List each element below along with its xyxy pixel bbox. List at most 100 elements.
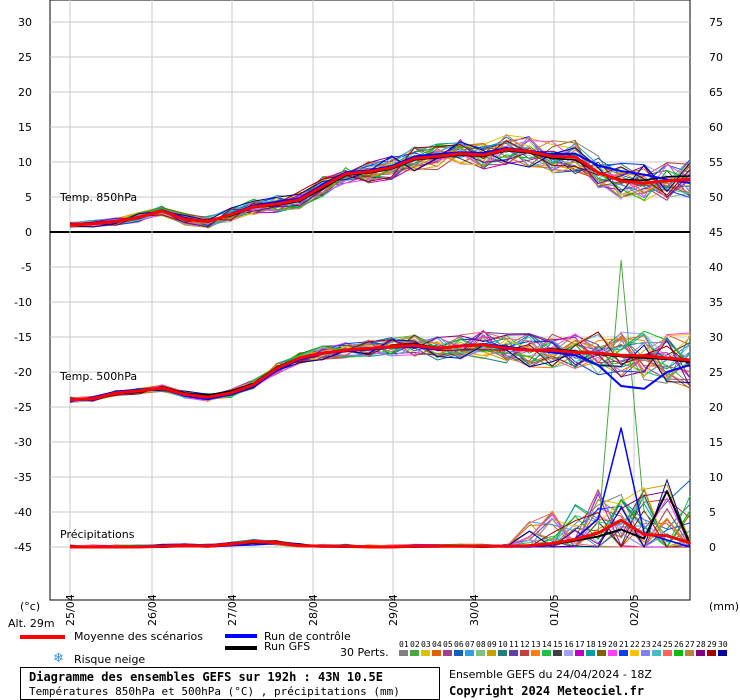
pert-number: 25	[663, 640, 673, 649]
pert-number: 26	[674, 640, 684, 649]
right-tick-label: 35	[709, 296, 723, 309]
pert-number: 28	[696, 640, 706, 649]
pert-number: 15	[553, 640, 563, 649]
left-tick-label: 15	[18, 121, 32, 134]
left-tick-label: -5	[21, 261, 32, 274]
date-tick-label: 29/04	[387, 594, 400, 626]
pert-number: 14	[542, 640, 552, 649]
plot-frame	[49, 0, 691, 601]
pert-swatch	[707, 650, 716, 656]
pert-swatch	[465, 650, 474, 656]
right-tick-label: 50	[709, 191, 723, 204]
pert-number: 13	[531, 640, 541, 649]
legend-mean-label: Moyenne des scénarios	[74, 630, 203, 643]
pert-swatch	[421, 650, 430, 656]
pert-swatch	[531, 650, 540, 656]
copyright: Copyright 2024 Meteociel.fr	[449, 684, 645, 698]
left-tick-label: -30	[14, 436, 32, 449]
pert-number: 09	[487, 640, 497, 649]
pert-swatch	[685, 650, 694, 656]
left-tick-label: 0	[25, 226, 32, 239]
pert-number: 04	[432, 640, 442, 649]
right-tick-label: 5	[709, 506, 716, 519]
pert-number: 19	[597, 640, 607, 649]
pert-number: 07	[465, 640, 475, 649]
pert-number: 05	[443, 640, 453, 649]
pert-number: 03	[421, 640, 431, 649]
legend-gfs-label: Run GFS	[264, 640, 311, 653]
right-tick-label: 45	[709, 226, 723, 239]
legend-gfs-swatch	[225, 646, 257, 650]
date-tick-label: 27/04	[226, 594, 239, 626]
pert-number: 02	[410, 640, 420, 649]
pert-swatch	[674, 650, 683, 656]
pert-number: 16	[564, 640, 574, 649]
right-tick-label: 20	[709, 401, 723, 414]
date-tick-label: 25/04	[64, 594, 77, 626]
right-tick-label: 75	[709, 16, 723, 29]
right-tick-label: 10	[709, 471, 723, 484]
legend-perts-label: 30 Perts.	[340, 646, 389, 659]
pert-number: 29	[707, 640, 717, 649]
date-tick-label: 30/04	[468, 594, 481, 626]
right-tick-label: 65	[709, 86, 723, 99]
pert-number: 20	[608, 640, 618, 649]
pert-swatch	[498, 650, 507, 656]
pert-number: 08	[476, 640, 486, 649]
pert-swatch	[443, 650, 452, 656]
right-tick-label: 15	[709, 436, 723, 449]
pert-swatch	[542, 650, 551, 656]
pert-swatch	[641, 650, 650, 656]
altitude-label: Alt. 29m	[8, 617, 55, 630]
left-tick-label: -15	[14, 331, 32, 344]
left-tick-label: 10	[18, 156, 32, 169]
pert-swatch	[476, 650, 485, 656]
legend-snow-label: Risque neige	[74, 653, 146, 666]
pert-swatch	[487, 650, 496, 656]
pert-swatch	[652, 650, 661, 656]
pert-number: 10	[498, 640, 508, 649]
pert-number: 11	[509, 640, 519, 649]
pert-swatch	[520, 650, 529, 656]
chart-subtitle: Températures 850hPa et 500hPa (°C) , pré…	[29, 685, 400, 698]
pert-number: 24	[652, 640, 662, 649]
pert-swatch	[509, 650, 518, 656]
pert-swatch	[454, 650, 463, 656]
left-tick-label: -20	[14, 366, 32, 379]
left-tick-label: 5	[25, 191, 32, 204]
pert-number: 18	[586, 640, 596, 649]
left-tick-label: 30	[18, 16, 32, 29]
right-tick-label: 55	[709, 156, 723, 169]
pert-number: 30	[718, 640, 728, 649]
pert-swatch	[619, 650, 628, 656]
left-tick-label: -45	[14, 541, 32, 554]
pert-number: 21	[619, 640, 629, 649]
right-tick-label: 40	[709, 261, 723, 274]
pert-swatch	[597, 650, 606, 656]
member-line	[69, 140, 691, 226]
pert-number: 12	[520, 640, 530, 649]
left-tick-label: -10	[14, 296, 32, 309]
t500-mean-line	[69, 343, 691, 402]
pert-number: 22	[630, 640, 640, 649]
pert-number: 01	[399, 640, 409, 649]
right-unit: (mm)	[709, 600, 739, 613]
pert-swatch	[575, 650, 584, 656]
chart-title: Diagramme des ensembles GEFS sur 192h : …	[29, 670, 384, 684]
left-tick-label: 20	[18, 86, 32, 99]
pert-swatch	[608, 650, 617, 656]
t850-mean-line	[69, 147, 691, 227]
left-tick-label: -40	[14, 506, 32, 519]
left-unit: (°c)	[20, 600, 40, 613]
pert-number: 27	[685, 640, 695, 649]
precip-mean-line	[70, 518, 691, 549]
legend-mean-swatch	[20, 635, 65, 639]
left-tick-label: -25	[14, 401, 32, 414]
left-tick-label: 25	[18, 51, 32, 64]
date-tick-label: 01/05	[548, 594, 561, 626]
main-series	[69, 147, 691, 549]
run-info: Ensemble GEFS du 24/04/2024 - 18Z	[449, 668, 652, 681]
pert-swatch	[696, 650, 705, 656]
date-tick-label: 02/05	[628, 594, 641, 626]
